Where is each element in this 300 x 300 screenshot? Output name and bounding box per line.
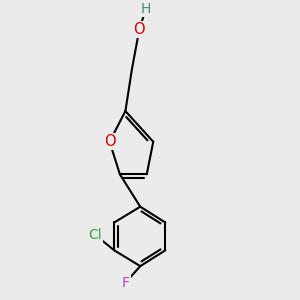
Text: O: O	[104, 134, 116, 149]
Text: H: H	[141, 2, 151, 16]
Text: F: F	[122, 276, 129, 290]
Text: Cl: Cl	[88, 228, 102, 242]
Text: O: O	[134, 22, 145, 37]
